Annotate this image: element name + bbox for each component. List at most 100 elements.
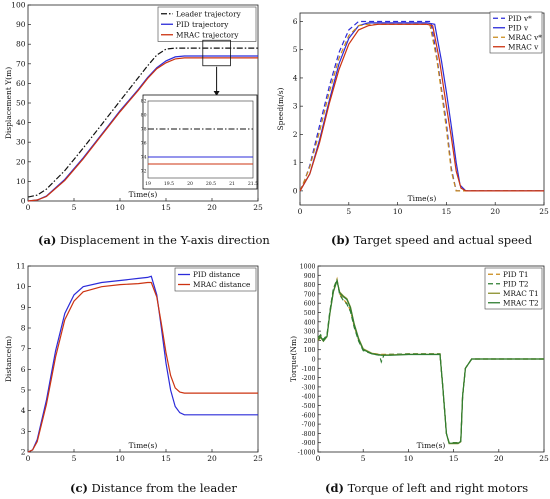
legend-label: MRAC v* bbox=[508, 33, 542, 42]
x-axis-label: Time(s) bbox=[129, 190, 158, 199]
y-tick-label: 400 bbox=[304, 319, 316, 326]
legend-label: PID trajectory bbox=[176, 20, 229, 29]
y-tick-label: 5 bbox=[21, 386, 26, 395]
x-tick-label: 15 bbox=[442, 207, 452, 216]
x-tick-label: 10 bbox=[115, 454, 125, 463]
y-tick-label: -300 bbox=[302, 384, 316, 391]
y-tick-label: 90 bbox=[16, 20, 26, 29]
legend-label: PID v* bbox=[508, 14, 532, 23]
x-tick-label: 0 bbox=[298, 207, 303, 216]
y-tick-label: -700 bbox=[302, 422, 316, 429]
y-tick-label: 60 bbox=[16, 79, 26, 88]
y-tick-label: 20 bbox=[16, 157, 26, 166]
y-tick-label: 800 bbox=[304, 282, 316, 289]
y-tick-label: 80 bbox=[16, 40, 26, 49]
x-tick-label: 5 bbox=[72, 203, 77, 212]
inset-y-tick-label: 72 bbox=[141, 169, 147, 175]
x-tick-label: 0 bbox=[316, 454, 321, 463]
plot-frame bbox=[27, 265, 259, 453]
series-line-4 bbox=[299, 23, 544, 192]
y-axis-label: Torque(Nm) bbox=[289, 336, 298, 382]
legend-label: MRAC trajectory bbox=[176, 30, 239, 39]
series-line-1 bbox=[299, 20, 544, 192]
legend-label: PID v bbox=[508, 23, 529, 32]
caption-d-text: Torque of left and right motors bbox=[347, 481, 529, 495]
y-tick-label: 10 bbox=[16, 282, 26, 291]
legend-label: Leader trajectory bbox=[176, 9, 242, 18]
y-tick-label: 300 bbox=[304, 329, 316, 336]
legend-label: MRAC T1 bbox=[503, 289, 539, 298]
x-tick-label: 20 bbox=[490, 207, 500, 216]
y-tick-label: 7 bbox=[21, 344, 26, 353]
inset-x-tick-label: 19 bbox=[145, 181, 151, 187]
y-tick-label: 2 bbox=[293, 130, 298, 139]
y-tick-label: -100 bbox=[302, 366, 316, 373]
y-tick-label: 6 bbox=[293, 17, 298, 26]
inset-x-tick-label: 20 bbox=[187, 181, 193, 187]
legend-label: MRAC v bbox=[508, 42, 539, 51]
x-tick-label: 5 bbox=[346, 207, 351, 216]
y-tick-label: 3 bbox=[21, 427, 26, 436]
y-tick-label: 4 bbox=[21, 406, 26, 415]
y-tick-label: 500 bbox=[304, 310, 316, 317]
caption-c: (c) Distance from the leader bbox=[70, 481, 237, 495]
x-tick-label: 0 bbox=[26, 454, 31, 463]
caption-b-tag: (b) bbox=[331, 233, 350, 247]
inset-y-tick-label: 80 bbox=[141, 113, 147, 119]
y-tick-label: 100 bbox=[304, 347, 316, 354]
y-tick-label: 3 bbox=[293, 102, 298, 111]
series-line-1 bbox=[27, 275, 258, 453]
x-tick-label: 25 bbox=[539, 454, 549, 463]
y-tick-label: 1 bbox=[293, 158, 298, 167]
legend-label: MRAC T2 bbox=[503, 298, 539, 307]
y-tick-label: -400 bbox=[302, 394, 316, 401]
chart-panel-3: 0 5 10 15 20 25 2 3 4 5 6 7 8 9 10 11 Time(s) Distance(m)… bbox=[4, 262, 263, 464]
y-tick-label: 9 bbox=[21, 303, 26, 312]
caption-d: (d) Torque of left and right motors bbox=[325, 481, 528, 495]
x-tick-label: 25 bbox=[539, 207, 549, 216]
x-tick-label: 25 bbox=[253, 203, 263, 212]
series-line-2 bbox=[27, 281, 258, 453]
chart-panel-1: 0 5 10 15 20 25 0 10 20 30 40 50 60 70 80 90 100 Time(s) D… bbox=[4, 1, 263, 213]
y-tick-label: -200 bbox=[302, 375, 316, 382]
legend-box bbox=[157, 6, 257, 42]
caption-a-tag: (a) bbox=[38, 233, 57, 247]
y-tick-label: -800 bbox=[302, 431, 316, 438]
inset-y-tick-label: 78 bbox=[141, 127, 147, 133]
y-tick-label: -500 bbox=[302, 403, 316, 410]
y-tick-label: 900 bbox=[304, 273, 316, 280]
x-tick-label: 0 bbox=[26, 203, 31, 212]
y-tick-label: 8 bbox=[21, 324, 26, 333]
inset-x-tick-label: 21 bbox=[229, 181, 235, 187]
chart-panel-4: 0 5 10 15 20 25-1000-900-800-700-600-500-400-… bbox=[289, 264, 549, 464]
inset-x-tick-label: 19.5 bbox=[164, 181, 174, 187]
zoom-region-box bbox=[202, 39, 231, 67]
y-axis-label: Distance(m) bbox=[4, 336, 13, 382]
y-tick-label: 700 bbox=[304, 291, 316, 298]
y-tick-label: 6 bbox=[21, 365, 26, 374]
x-tick-label: 20 bbox=[207, 203, 217, 212]
x-tick-label: 15 bbox=[161, 454, 171, 463]
inset-plot-frame bbox=[147, 100, 254, 179]
y-axis-label: Speed(m/s) bbox=[276, 87, 285, 130]
caption-a: (a) Displacement in the Y-axis direction bbox=[38, 233, 270, 247]
x-tick-label: 20 bbox=[207, 454, 217, 463]
y-tick-label: 70 bbox=[16, 59, 26, 68]
caption-b: (b) Target speed and actual speed bbox=[331, 233, 532, 247]
x-tick-label: 15 bbox=[449, 454, 459, 463]
series-line-2 bbox=[317, 277, 544, 444]
y-tick-label: 200 bbox=[304, 338, 316, 345]
y-tick-label: 2 bbox=[21, 448, 26, 457]
x-axis-label: Time(s) bbox=[408, 194, 437, 203]
y-tick-label: 11 bbox=[16, 262, 26, 271]
caption-c-text: Distance from the leader bbox=[91, 481, 237, 495]
caption-d-tag: (d) bbox=[325, 481, 344, 495]
y-tick-label: 10 bbox=[16, 177, 26, 186]
inset-x-tick-label: 20.5 bbox=[206, 181, 216, 187]
legend-label: MRAC distance bbox=[193, 280, 250, 289]
y-tick-label: 40 bbox=[16, 118, 26, 127]
legend-box bbox=[174, 267, 257, 292]
caption-c-tag: (c) bbox=[70, 481, 88, 495]
x-axis-label: Time(s) bbox=[417, 441, 446, 450]
